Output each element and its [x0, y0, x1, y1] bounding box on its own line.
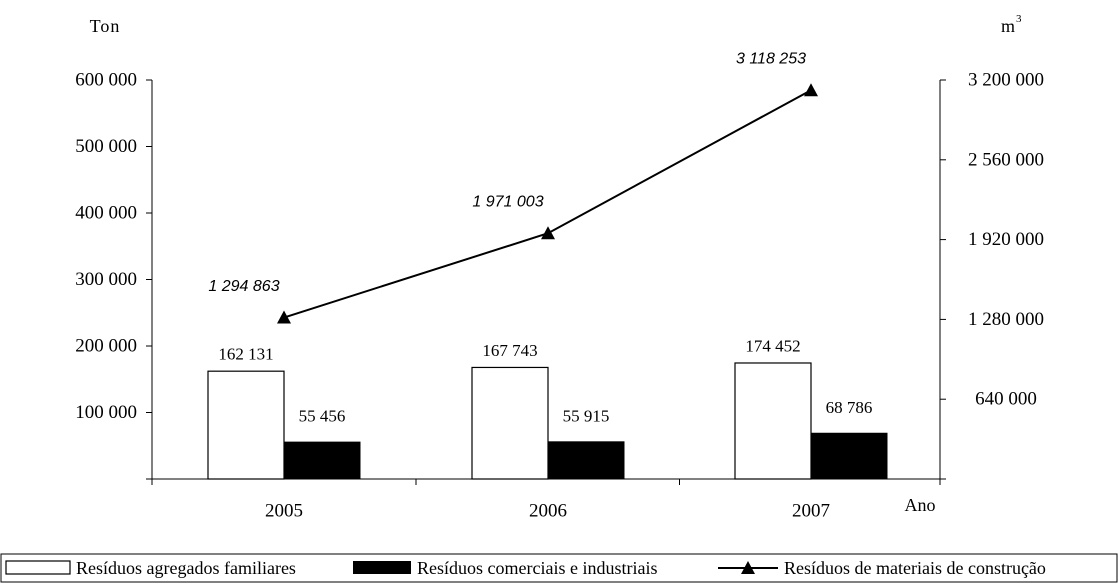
data-label-construcao: 1 971 003	[472, 194, 543, 211]
left-axis-title: Ton	[90, 16, 121, 36]
legend-swatch-comerciais	[353, 561, 411, 574]
right-tick-label: 1 280 000	[968, 309, 1044, 330]
data-label-comerciais: 55 915	[563, 406, 610, 425]
left-tick-label: 400 000	[75, 203, 137, 224]
bar-agregados-familiares	[207, 370, 285, 480]
legend-box	[0, 553, 1118, 583]
data-label-comerciais: 68 786	[826, 398, 873, 417]
data-label-agregados: 167 743	[482, 341, 537, 360]
legend-swatch-agregados	[5, 560, 71, 575]
bar-comerciais-industriais	[547, 441, 625, 480]
right-tick-label: 2 560 000	[968, 149, 1044, 170]
legend: Resíduos agregados familiares Resíduos co…	[0, 553, 1118, 583]
legend-label: Resíduos de materiais de construção	[784, 558, 1046, 578]
data-label-comerciais: 55 456	[299, 407, 346, 426]
data-label-construcao: 1 294 863	[208, 278, 279, 295]
bar-agregados-familiares	[471, 366, 549, 480]
left-tick-label: 500 000	[75, 136, 137, 157]
marker-triangle-construcao	[804, 83, 818, 97]
data-label-agregados: 174 452	[745, 336, 800, 355]
left-tick-label: 200 000	[75, 336, 137, 357]
right-tick-label: 640 000	[975, 389, 1037, 410]
left-tick-label: 600 000	[75, 70, 137, 91]
marker-triangle-construcao	[277, 310, 291, 324]
marker-triangle-construcao	[541, 226, 555, 240]
data-label-construcao: 3 118 253	[736, 51, 806, 68]
x-tick-label: 2006	[529, 501, 567, 522]
bar-comerciais-industriais	[283, 441, 361, 480]
right-axis-title: m	[1001, 16, 1015, 36]
right-axis-title-superscript: 3	[1016, 13, 1022, 25]
left-tick-label: 300 000	[75, 269, 137, 290]
right-tick-label: 3 200 000	[968, 70, 1044, 91]
line-construcao	[283, 89, 812, 319]
legend-label: Resíduos agregados familiares	[76, 558, 296, 578]
data-label-agregados: 162 131	[218, 345, 273, 364]
legend-label: Resíduos comerciais e industriais	[417, 558, 657, 578]
x-tick-label: 2007	[792, 501, 830, 522]
x-tick-label: 2005	[265, 501, 303, 522]
x-axis-title: Ano	[905, 495, 936, 515]
right-tick-label: 1 920 000	[968, 229, 1044, 250]
left-tick-label: 100 000	[75, 402, 137, 423]
bar-comerciais-industriais	[810, 432, 888, 480]
bar-agregados-familiares	[734, 362, 812, 480]
legend-swatch-construcao-marker	[741, 561, 755, 574]
